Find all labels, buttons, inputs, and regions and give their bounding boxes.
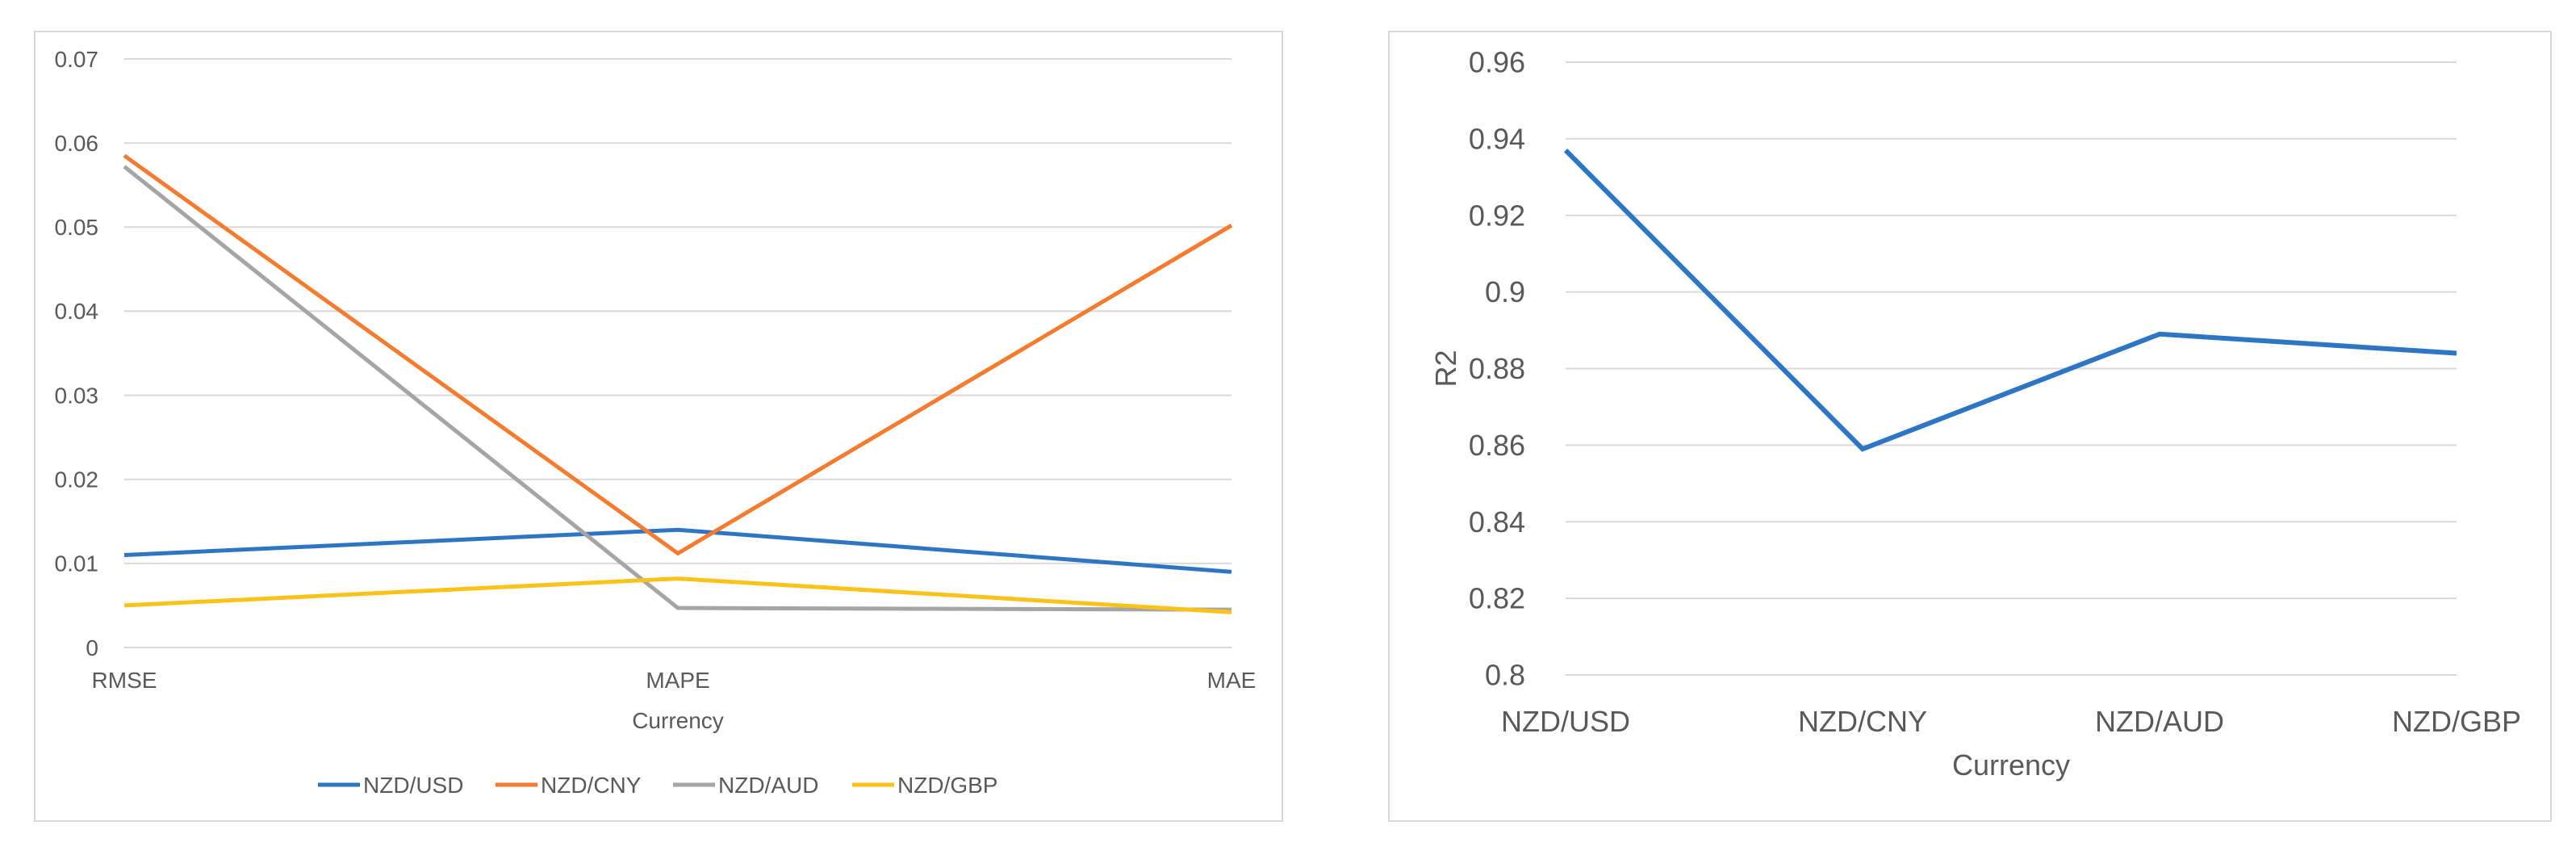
y-tick-label: 0.07 xyxy=(55,47,99,72)
legend-label: NZD/CNY xyxy=(541,773,642,798)
y-tick-label: 0.06 xyxy=(55,131,99,156)
series-line-r2 xyxy=(1563,148,2457,452)
x-tick-label: MAE xyxy=(1207,668,1257,693)
y-tick-label: 0 xyxy=(86,635,98,660)
y-tick-label: 0.88 xyxy=(1469,352,1525,385)
x-tick-label: NZD/AUD xyxy=(2095,705,2224,738)
y-tick-label: 0.94 xyxy=(1469,122,1525,155)
y-tick-label: 0.04 xyxy=(55,299,99,324)
y-tick-label: 0.01 xyxy=(55,551,99,576)
y-tick-label: 0.84 xyxy=(1469,505,1525,539)
legend-label: NZD/GBP xyxy=(897,773,997,798)
y-tick-label: 0.02 xyxy=(55,467,99,492)
x-axis-title: Currency xyxy=(632,708,724,733)
x-tick-label: NZD/GBP xyxy=(2392,705,2521,738)
left-chart-panel: 0 0.01 0.02 0.03 0.04 0.05 0.06 0.07 RMSE MAPE MAE… xyxy=(34,31,1283,822)
series-line-nzd-aud xyxy=(123,165,1232,612)
x-tick-label: NZD/CNY xyxy=(1798,705,1927,738)
y-tick-label: 0.03 xyxy=(55,383,99,408)
legend-label: NZD/AUD xyxy=(718,773,818,798)
right-line-chart: 0.8 0.82 0.84 0.86 0.88 0.9 0.92 0.94 0.96 NZD/US… xyxy=(1429,46,2521,782)
y-tick-label: 0.96 xyxy=(1469,46,1525,79)
x-tick-label: RMSE xyxy=(92,668,157,693)
series-line-nzd-usd xyxy=(123,527,1232,574)
x-axis-title: Currency xyxy=(1952,748,2070,782)
y-tick-label: 0.9 xyxy=(1485,275,1525,308)
y-tick-label: 0.86 xyxy=(1469,429,1525,462)
y-tick-label: 0.05 xyxy=(55,215,99,240)
x-tick-label: MAPE xyxy=(646,668,709,693)
right-chart-panel: 0.8 0.82 0.84 0.86 0.88 0.9 0.92 0.94 0.96 NZD/US… xyxy=(1388,31,2552,822)
legend-label: NZD/USD xyxy=(363,773,463,798)
y-tick-label: 0.82 xyxy=(1469,582,1525,615)
y-tick-label: 0.8 xyxy=(1485,659,1525,692)
y-tick-label: 0.92 xyxy=(1469,199,1525,232)
x-tick-label: NZD/USD xyxy=(1501,705,1630,738)
y-axis-title: R2 xyxy=(1429,350,1462,387)
series-line-nzd-cny xyxy=(123,153,1233,556)
left-line-chart: 0 0.01 0.02 0.03 0.04 0.05 0.06 0.07 RMSE MAPE MAE… xyxy=(55,47,1257,798)
